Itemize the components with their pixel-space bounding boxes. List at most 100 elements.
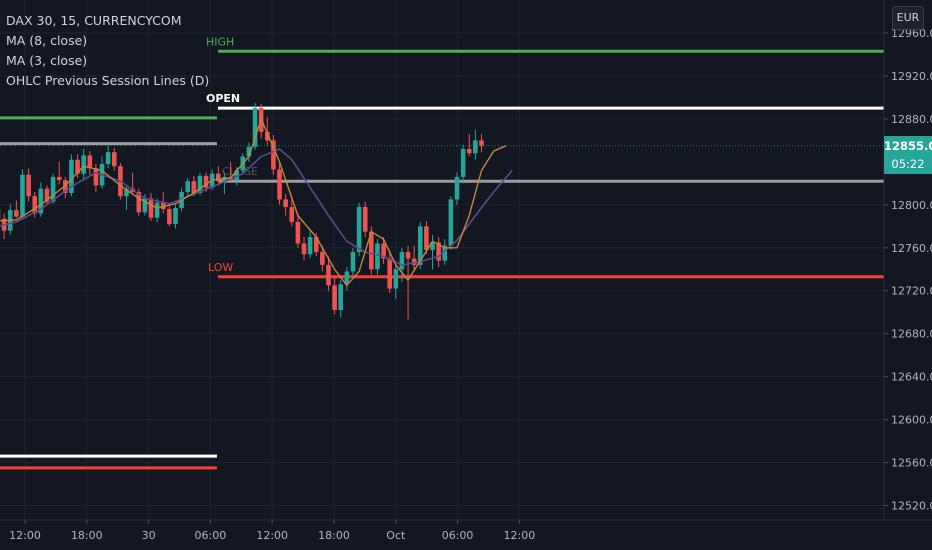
candle bbox=[87, 151, 93, 175]
candle bbox=[326, 256, 331, 291]
session-open-label: OPEN bbox=[206, 92, 240, 105]
candle-body bbox=[393, 269, 399, 289]
candle-body bbox=[301, 243, 307, 255]
candle bbox=[283, 194, 288, 216]
chart-legend: DAX 30, 15, CURRENCYCOM MA (8, close) MA… bbox=[6, 11, 209, 91]
candle-body bbox=[197, 175, 203, 194]
legend-ohlc-lines[interactable]: OHLC Previous Session Lines (D) bbox=[6, 73, 210, 88]
candle bbox=[289, 198, 295, 227]
candle-body bbox=[411, 258, 417, 265]
candle bbox=[154, 198, 160, 222]
candle-body bbox=[87, 155, 93, 169]
candle-body bbox=[295, 222, 301, 244]
candle-body bbox=[289, 206, 295, 222]
candle bbox=[277, 164, 282, 205]
candle-body bbox=[283, 199, 288, 207]
candle bbox=[387, 249, 392, 293]
candle-body bbox=[375, 243, 380, 270]
candle-body bbox=[344, 271, 350, 285]
candle bbox=[448, 196, 454, 250]
candle bbox=[436, 237, 441, 268]
candle bbox=[466, 133, 472, 157]
candle bbox=[63, 176, 68, 199]
candle-body bbox=[399, 252, 405, 270]
currency-button[interactable]: EUR bbox=[892, 6, 924, 30]
candle-body bbox=[203, 175, 209, 188]
candle-body bbox=[473, 140, 478, 154]
price-axis[interactable]: 12960.0 12920.0 12880.0 12800.0 12760.0 12720… bbox=[883, 0, 932, 520]
candle bbox=[167, 203, 172, 227]
candle-body bbox=[460, 148, 466, 177]
candle bbox=[362, 201, 368, 238]
time-tick-label: 06:00 bbox=[442, 529, 474, 542]
candle bbox=[411, 245, 417, 272]
candle bbox=[32, 191, 38, 218]
candle-body bbox=[185, 181, 191, 192]
candle bbox=[369, 226, 374, 275]
time-tick-label: 30 bbox=[142, 529, 156, 542]
candle-body bbox=[424, 226, 429, 250]
candle bbox=[81, 148, 86, 181]
session-low-label: LOW bbox=[208, 261, 233, 274]
candle-body bbox=[154, 202, 160, 218]
candle bbox=[44, 185, 50, 205]
time-tick-label: 12:00 bbox=[504, 529, 536, 542]
candle bbox=[216, 166, 221, 186]
candle-body bbox=[436, 242, 441, 261]
candle-body bbox=[381, 243, 386, 259]
candle bbox=[50, 173, 56, 204]
time-axis-background bbox=[0, 520, 932, 550]
time-tick-label: Oct bbox=[386, 529, 406, 542]
candle-body bbox=[466, 148, 472, 154]
moving-averages bbox=[0, 116, 513, 287]
candle bbox=[26, 168, 31, 202]
last-price-value: 12855.0 bbox=[884, 139, 932, 153]
candle bbox=[56, 161, 62, 185]
candle bbox=[344, 267, 350, 291]
price-tick-label: 12600.0 bbox=[891, 414, 932, 427]
candle bbox=[252, 102, 258, 151]
candle bbox=[479, 133, 484, 153]
candle-body bbox=[56, 176, 62, 181]
time-axis[interactable]: 12:00 18:00 30 06:00 12:00 18:00 Oct 06:00 12:00 bbox=[0, 519, 932, 550]
candle bbox=[320, 245, 325, 272]
candle bbox=[271, 135, 276, 175]
candle-body bbox=[26, 174, 31, 197]
time-tick-label: 18:00 bbox=[71, 529, 103, 542]
candle-body bbox=[75, 159, 80, 174]
legend-ma3[interactable]: MA (3, close) bbox=[6, 53, 88, 68]
candle bbox=[460, 144, 466, 184]
candle-body bbox=[405, 252, 411, 259]
candle-body bbox=[173, 208, 178, 225]
price-tick-label: 12880.0 bbox=[891, 113, 932, 126]
legend-symbol[interactable]: DAX 30, 15, CURRENCYCOM bbox=[6, 13, 182, 28]
candle bbox=[356, 202, 362, 257]
candle bbox=[111, 147, 117, 171]
candle-body bbox=[69, 159, 74, 194]
candle-body bbox=[246, 146, 252, 157]
candle-body bbox=[430, 242, 435, 250]
candle-body bbox=[63, 180, 68, 194]
legend-ma8[interactable]: MA (8, close) bbox=[6, 33, 88, 48]
candle-body bbox=[38, 188, 44, 214]
time-tick-label: 12:00 bbox=[9, 529, 41, 542]
candle-body bbox=[454, 176, 460, 200]
candle bbox=[295, 213, 301, 248]
candle-body bbox=[105, 152, 111, 165]
candle-body bbox=[136, 191, 142, 213]
price-tick-label: 12760.0 bbox=[891, 242, 932, 255]
candle-body bbox=[93, 168, 99, 186]
candle bbox=[173, 204, 178, 229]
candle-body bbox=[20, 174, 25, 217]
candle bbox=[105, 145, 111, 169]
candle-body bbox=[277, 169, 282, 200]
bar-countdown: 05:22 bbox=[891, 157, 925, 171]
candle-body bbox=[50, 176, 56, 202]
candle-body bbox=[442, 245, 448, 261]
candle bbox=[14, 200, 19, 218]
candle-body bbox=[111, 152, 117, 167]
candle-body bbox=[387, 258, 392, 289]
candle bbox=[20, 169, 25, 220]
